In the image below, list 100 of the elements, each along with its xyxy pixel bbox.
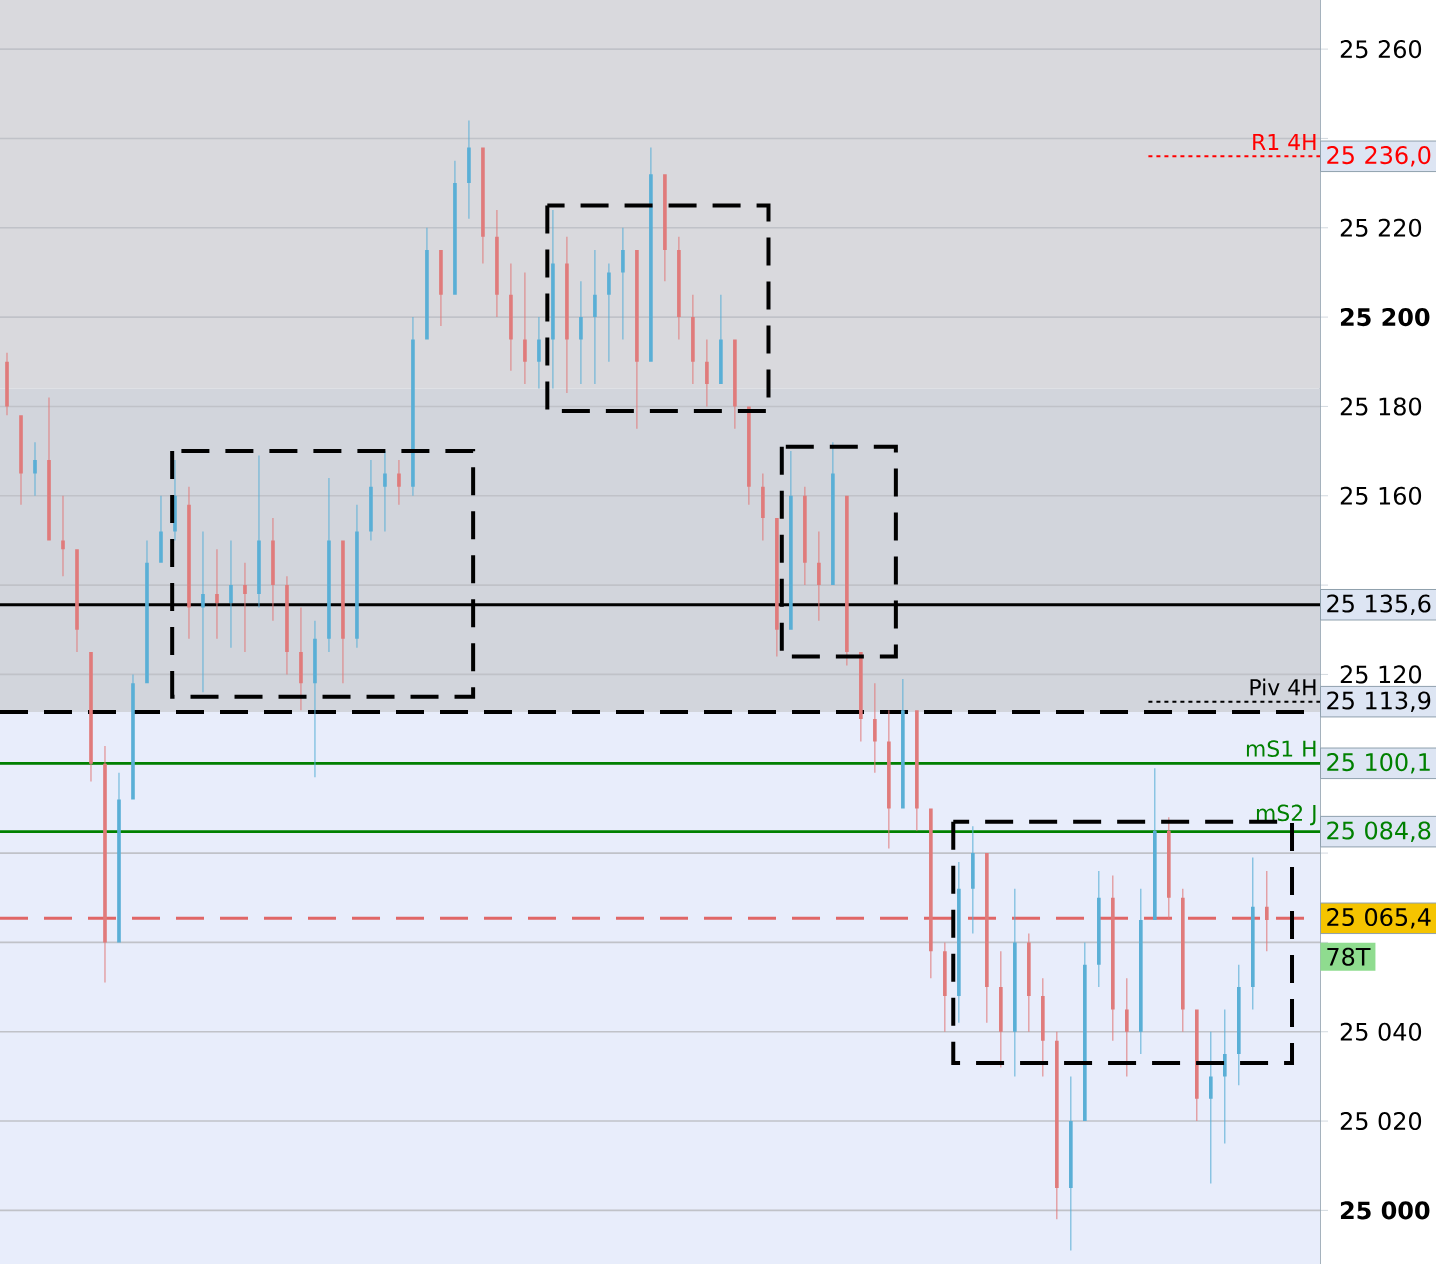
candlestick	[537, 317, 541, 389]
candlestick	[341, 540, 345, 684]
y-tick-label: 25 160	[1340, 486, 1422, 505]
ref-line-label: 25 100,1	[1327, 753, 1430, 774]
candlestick	[1013, 888, 1017, 1077]
candlestick	[1167, 817, 1171, 921]
candlestick	[1111, 875, 1115, 1041]
annotation: R1 4H	[1253, 133, 1316, 150]
candlestick	[1041, 978, 1045, 1077]
candlestick	[1139, 888, 1143, 1055]
candlestick	[845, 495, 849, 666]
candlestick	[985, 853, 989, 1023]
annotation: Piv 4H	[1250, 678, 1316, 696]
candlestick	[929, 808, 933, 979]
candlestick	[103, 745, 107, 983]
candlestick	[1251, 857, 1255, 1010]
candlestick	[439, 250, 443, 327]
y-tick-label: 25 180	[1340, 397, 1422, 416]
y-tick-label: 25 020	[1340, 1112, 1422, 1131]
candlestick	[215, 549, 219, 639]
candlestick	[635, 250, 639, 429]
candlestick	[1069, 1076, 1073, 1251]
candlestick	[957, 862, 961, 1023]
candlestick	[803, 486, 807, 586]
candlestick	[1153, 768, 1157, 921]
candlestick	[1195, 1009, 1199, 1122]
candlestick	[243, 562, 247, 653]
candlestick	[999, 951, 1003, 1068]
ref-line-label: 25 135,6	[1327, 594, 1431, 616]
candlestick	[1083, 942, 1087, 1122]
annotation: mS1 H	[1246, 740, 1316, 757]
candlestick	[831, 442, 835, 586]
candlestick	[131, 674, 135, 800]
ref-line-label: 25 236,0	[1327, 146, 1431, 167]
candlestick	[1209, 1031, 1213, 1184]
candlestick	[509, 263, 513, 371]
y-tick-label: 25 120	[1340, 665, 1422, 684]
text: 78T	[1327, 947, 1371, 966]
candlestick	[467, 120, 471, 219]
candlestick	[1125, 978, 1129, 1077]
candlestick	[817, 531, 821, 621]
candlestick	[1237, 964, 1241, 1086]
candlestick	[1027, 933, 1031, 1032]
candlestick	[775, 518, 779, 657]
candlestick	[453, 160, 457, 295]
candlestick	[495, 209, 499, 318]
candlestick	[201, 531, 205, 693]
y-tick-label: 25 260	[1340, 40, 1422, 59]
candlestick	[579, 281, 583, 385]
candlestick	[327, 477, 331, 653]
candlestick	[425, 227, 429, 340]
ref-line-label: 25 065,4	[1327, 908, 1431, 929]
candlestick	[649, 147, 653, 362]
candlestick	[859, 652, 863, 742]
candlestick	[593, 250, 597, 385]
y-tick-label: 25 000	[1340, 1201, 1430, 1220]
candlestick	[733, 339, 737, 429]
candlestick	[1055, 1031, 1059, 1220]
candlestick	[271, 518, 275, 621]
candlestick	[663, 174, 667, 282]
candlestick	[313, 620, 317, 778]
candlestick	[747, 406, 751, 505]
candlestick	[621, 227, 625, 340]
candlestick	[187, 486, 191, 639]
candlestick	[915, 710, 919, 831]
ref-line-label: 25 113,9	[1327, 691, 1431, 712]
annotation: mS2 J	[1256, 804, 1316, 826]
candlestick	[943, 942, 947, 1032]
candlestick	[901, 678, 905, 809]
candlestick	[565, 236, 569, 394]
candlestick	[761, 473, 765, 541]
y-tick-label: 25 040	[1340, 1022, 1422, 1041]
candlestick	[285, 576, 289, 675]
candlestick	[873, 683, 877, 773]
ref-line-label: 25 084,8	[1327, 821, 1431, 842]
candlestick	[887, 710, 891, 849]
candlestick	[607, 263, 611, 362]
candlestick	[355, 504, 359, 648]
candlestick	[971, 826, 975, 934]
candlestick	[383, 451, 387, 532]
candlestick	[299, 607, 303, 711]
candlestick	[411, 317, 415, 496]
candlestick	[397, 460, 401, 505]
candlestick	[1223, 1009, 1227, 1144]
candlestick	[719, 294, 723, 385]
candlestick	[369, 460, 373, 541]
candlestick	[1097, 870, 1101, 988]
candlestick	[705, 339, 709, 407]
candlestick	[691, 294, 695, 385]
candlestick	[257, 455, 261, 608]
candlestick	[677, 236, 681, 340]
candlestick	[159, 495, 163, 563]
candlestick	[145, 540, 149, 684]
candlestick	[117, 772, 121, 943]
candlestick	[1181, 888, 1185, 1032]
candlestick	[523, 272, 527, 385]
candlestick	[789, 451, 793, 630]
y-tick-label: 25 200	[1340, 308, 1430, 327]
candlestick	[229, 540, 233, 648]
y-tick-label: 25 220	[1340, 218, 1422, 237]
